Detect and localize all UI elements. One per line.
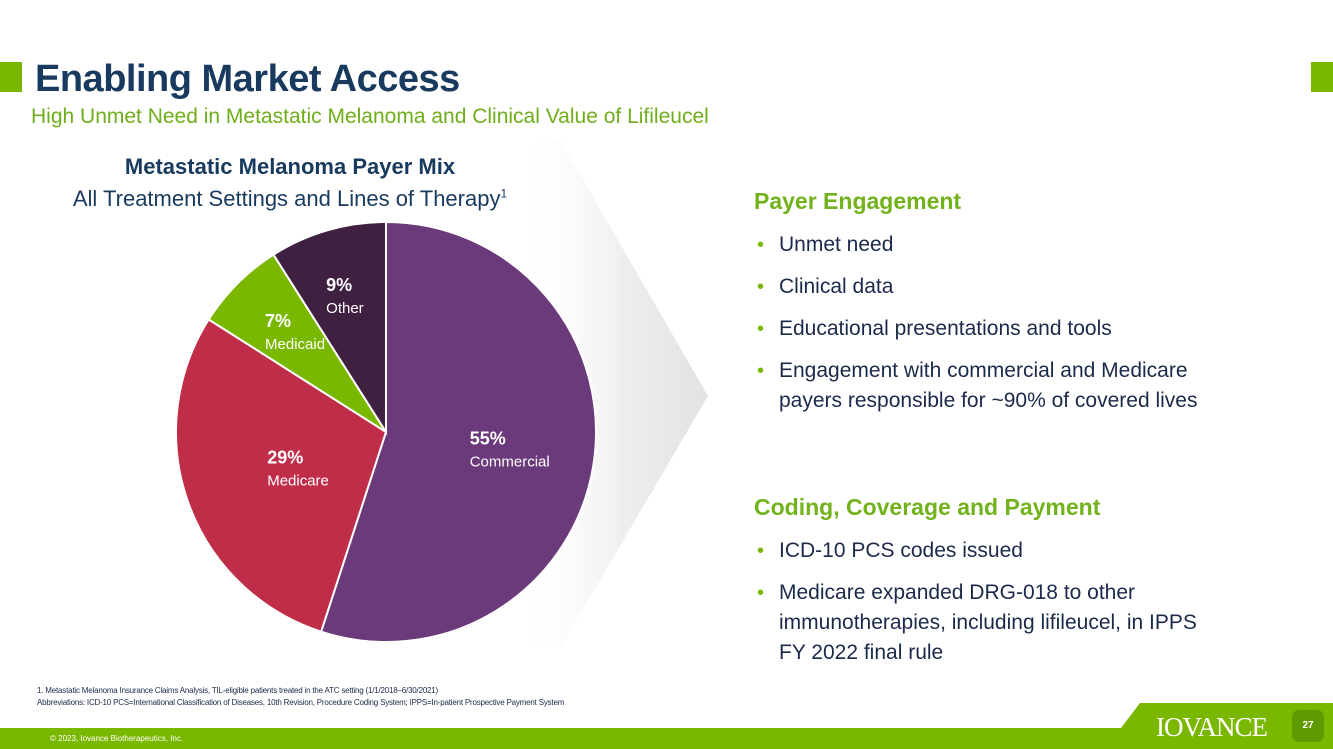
- list-item-text: Engagement with commercial and Medicare …: [779, 359, 1198, 412]
- pie-value-label: 29%: [267, 448, 303, 468]
- bullet-dot-icon: •: [757, 234, 765, 256]
- pie-value-label: 7%: [265, 311, 291, 331]
- page-number-badge: 27: [1292, 710, 1324, 742]
- bullet-dot-icon: •: [757, 318, 765, 340]
- copyright-text: © 2023, Iovance Biotherapeutics, Inc.: [50, 734, 184, 743]
- list-item-text: Unmet need: [779, 233, 894, 256]
- footnote-abbreviations: Abbreviations: ICD-10 PCS=International …: [37, 698, 565, 707]
- pie-slice-other: [272, 220, 387, 436]
- list-item-text: ICD-10 PCS codes issued: [779, 539, 1023, 562]
- left-accent-block: [0, 62, 22, 92]
- list-item-text: Clinical data: [779, 275, 894, 298]
- bullet-dot-icon: •: [757, 582, 765, 604]
- chart-subtitle-text: All Treatment Settings and Lines of Ther…: [72, 186, 501, 211]
- chart-title: Metastatic Melanoma Payer Mix: [124, 154, 456, 179]
- list-item-text: Medicare expanded DRG-018 to other immun…: [779, 581, 1197, 664]
- list-item: • Medicare expanded DRG-018 to other immu…: [757, 578, 1227, 668]
- payer-engagement-list: • Unmet need • Clinical data • Educational …: [757, 230, 1227, 428]
- pie-category-label: Commercial: [470, 453, 550, 470]
- slide-title: Enabling Market Access: [35, 58, 460, 100]
- coding-coverage-list: • ICD-10 PCS codes issued • Medicare expan…: [757, 536, 1227, 680]
- chart-subtitle: All Treatment Settings and Lines of Ther…: [0, 186, 580, 212]
- pie-slice-medicare: [175, 318, 388, 633]
- pie-category-label: Medicaid: [265, 336, 325, 353]
- coding-coverage-heading: Coding, Coverage and Payment: [754, 494, 1101, 520]
- bullet-dot-icon: •: [757, 360, 765, 382]
- pie-category-label: Other: [326, 300, 364, 317]
- footer-bar: [0, 728, 1333, 749]
- bullet-dot-icon: •: [757, 276, 765, 298]
- right-accent-block: [1311, 62, 1333, 92]
- pie-value-label: 9%: [326, 275, 352, 295]
- chart-subtitle-footnote-ref: 1: [500, 186, 508, 201]
- iovance-logo: IOVANCE: [1156, 712, 1268, 742]
- list-item: • Unmet need: [757, 230, 1227, 260]
- pie-value-label: 55%: [470, 428, 506, 448]
- payer-engagement-heading: Payer Engagement: [754, 188, 962, 214]
- slide-subtitle: High Unmet Need in Metastatic Melanoma a…: [31, 105, 709, 128]
- list-item-text: Educational presentations and tools: [779, 317, 1112, 340]
- footnote-1: 1. Metastatic Melanoma Insurance Claims …: [37, 686, 439, 695]
- bullet-dot-icon: •: [757, 540, 765, 562]
- list-item: • ICD-10 PCS codes issued: [757, 536, 1227, 566]
- pie-slice-commercial: [319, 220, 597, 643]
- pie-category-label: Medicare: [267, 473, 329, 490]
- list-item: • Educational presentations and tools: [757, 314, 1227, 344]
- list-item: • Engagement with commercial and Medicare…: [757, 356, 1227, 416]
- list-item: • Clinical data: [757, 272, 1227, 302]
